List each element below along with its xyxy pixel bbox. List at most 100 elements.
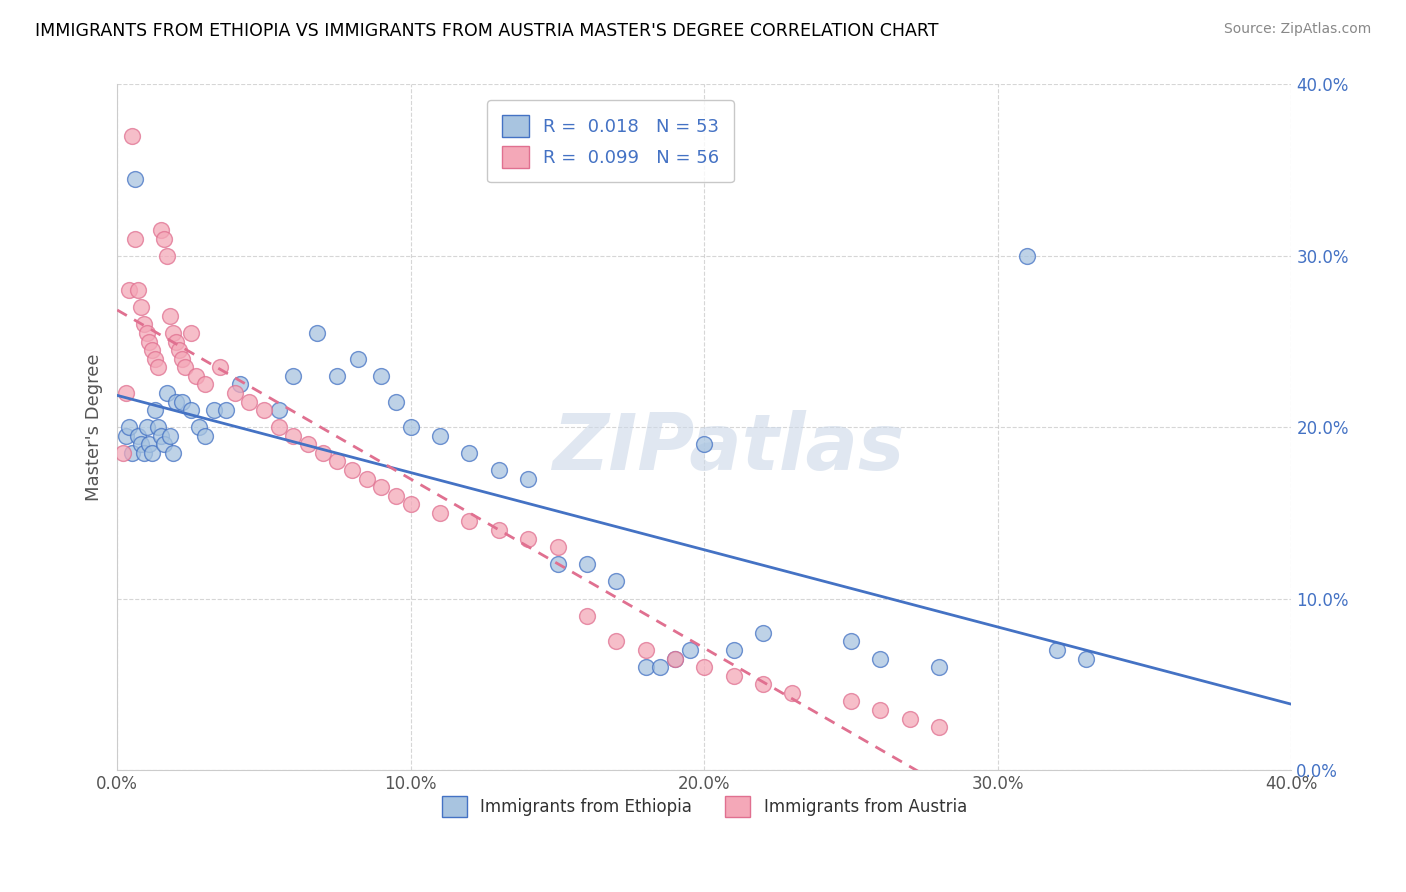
Point bbox=[547, 558, 569, 572]
Point bbox=[664, 651, 686, 665]
Point bbox=[224, 386, 246, 401]
Point bbox=[202, 403, 225, 417]
Point bbox=[194, 377, 217, 392]
Point bbox=[650, 660, 672, 674]
Point bbox=[194, 429, 217, 443]
Point bbox=[305, 326, 328, 340]
Point bbox=[159, 429, 181, 443]
Point bbox=[118, 283, 141, 297]
Point bbox=[679, 643, 702, 657]
Point bbox=[517, 472, 540, 486]
Point bbox=[267, 420, 290, 434]
Point bbox=[928, 720, 950, 734]
Point bbox=[135, 420, 157, 434]
Point bbox=[150, 429, 173, 443]
Point bbox=[127, 429, 149, 443]
Point bbox=[399, 497, 422, 511]
Point bbox=[173, 360, 195, 375]
Point bbox=[138, 334, 160, 349]
Point bbox=[283, 368, 305, 383]
Point bbox=[115, 386, 138, 401]
Point bbox=[112, 446, 135, 460]
Point bbox=[869, 651, 891, 665]
Point bbox=[458, 515, 481, 529]
Point bbox=[385, 394, 408, 409]
Point bbox=[118, 420, 141, 434]
Point bbox=[399, 420, 422, 434]
Point bbox=[129, 300, 152, 314]
Point bbox=[141, 343, 163, 357]
Text: ZIPatlas: ZIPatlas bbox=[551, 409, 904, 486]
Point bbox=[159, 309, 181, 323]
Point bbox=[188, 420, 211, 434]
Point bbox=[141, 446, 163, 460]
Point bbox=[135, 326, 157, 340]
Point bbox=[267, 403, 290, 417]
Y-axis label: Master's Degree: Master's Degree bbox=[86, 353, 103, 501]
Point bbox=[186, 368, 208, 383]
Point bbox=[153, 437, 176, 451]
Point bbox=[723, 643, 745, 657]
Point bbox=[326, 454, 349, 468]
Point bbox=[229, 377, 252, 392]
Point bbox=[148, 420, 170, 434]
Point bbox=[138, 437, 160, 451]
Point bbox=[208, 360, 231, 375]
Point bbox=[165, 394, 187, 409]
Point bbox=[132, 318, 155, 332]
Point bbox=[180, 403, 202, 417]
Point bbox=[124, 171, 146, 186]
Point bbox=[429, 506, 451, 520]
Point bbox=[385, 489, 408, 503]
Point bbox=[143, 351, 166, 366]
Point bbox=[1074, 651, 1097, 665]
Point bbox=[347, 351, 370, 366]
Point bbox=[488, 463, 510, 477]
Point bbox=[634, 660, 657, 674]
Point bbox=[326, 368, 349, 383]
Point bbox=[165, 334, 187, 349]
Point bbox=[143, 403, 166, 417]
Point bbox=[839, 694, 862, 708]
Point bbox=[693, 437, 716, 451]
Point bbox=[132, 446, 155, 460]
Point bbox=[150, 223, 173, 237]
Point bbox=[1045, 643, 1067, 657]
Point bbox=[664, 651, 686, 665]
Point bbox=[297, 437, 319, 451]
Point bbox=[121, 446, 143, 460]
Point bbox=[121, 128, 143, 143]
Point bbox=[124, 232, 146, 246]
Point bbox=[356, 472, 378, 486]
Point bbox=[488, 523, 510, 537]
Point bbox=[156, 386, 179, 401]
Point bbox=[723, 669, 745, 683]
Point bbox=[162, 326, 184, 340]
Point bbox=[429, 429, 451, 443]
Point bbox=[340, 463, 363, 477]
Point bbox=[253, 403, 276, 417]
Point bbox=[634, 643, 657, 657]
Point bbox=[752, 626, 775, 640]
Point bbox=[170, 394, 193, 409]
Point bbox=[215, 403, 238, 417]
Point bbox=[458, 446, 481, 460]
Point bbox=[238, 394, 260, 409]
Legend: Immigrants from Ethiopia, Immigrants from Austria: Immigrants from Ethiopia, Immigrants fro… bbox=[434, 789, 973, 823]
Point bbox=[156, 249, 179, 263]
Point bbox=[127, 283, 149, 297]
Point bbox=[605, 574, 627, 589]
Point bbox=[869, 703, 891, 717]
Point bbox=[153, 232, 176, 246]
Point bbox=[115, 429, 138, 443]
Point bbox=[148, 360, 170, 375]
Point bbox=[180, 326, 202, 340]
Point bbox=[752, 677, 775, 691]
Point bbox=[575, 558, 598, 572]
Point bbox=[167, 343, 190, 357]
Point bbox=[839, 634, 862, 648]
Text: IMMIGRANTS FROM ETHIOPIA VS IMMIGRANTS FROM AUSTRIA MASTER'S DEGREE CORRELATION : IMMIGRANTS FROM ETHIOPIA VS IMMIGRANTS F… bbox=[35, 22, 939, 40]
Point bbox=[605, 634, 627, 648]
Point bbox=[370, 480, 392, 494]
Point bbox=[312, 446, 335, 460]
